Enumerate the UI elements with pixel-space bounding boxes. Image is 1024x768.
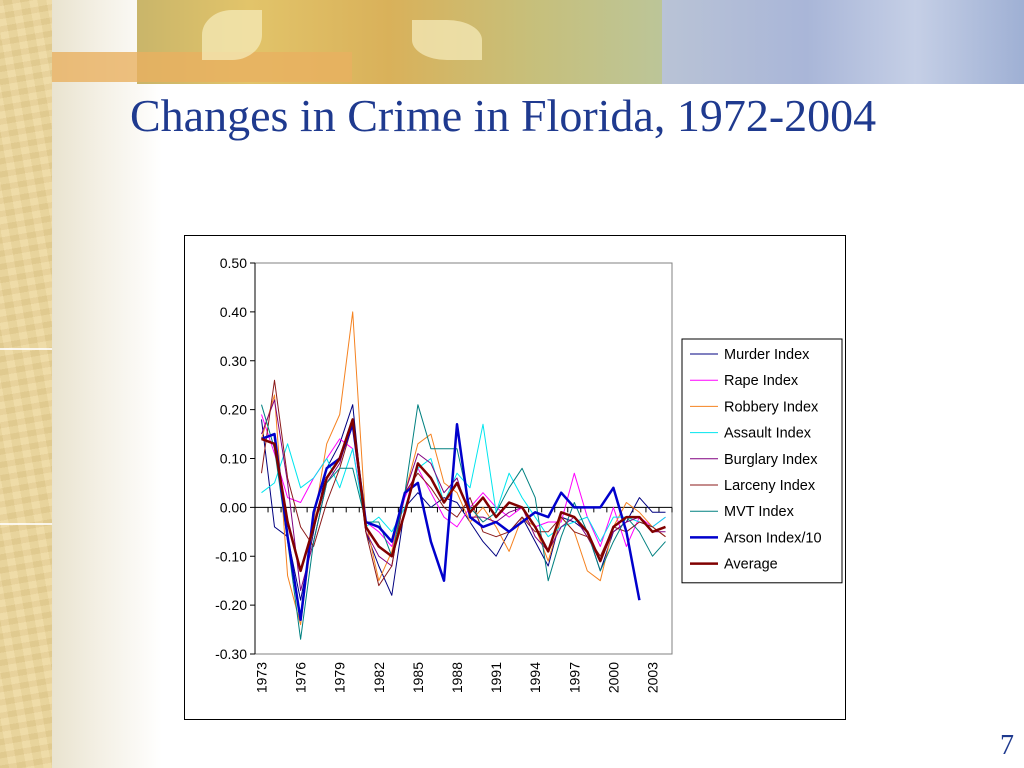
strip-divider (0, 348, 52, 350)
banner-leaf-shape (202, 10, 262, 60)
x-tick-label: 1976 (293, 662, 309, 693)
line-chart: 0.50 0.40 0.30 0.20 0.10 0.00 -0.10 -0.20 -0.30 1… (215, 255, 843, 693)
series-line (261, 423, 666, 543)
x-tick-label: 1991 (488, 662, 504, 693)
x-tick-label: 1997 (566, 662, 582, 693)
legend-label: Larceny Index (724, 478, 816, 494)
x-tick-label: 2000 (605, 662, 621, 693)
x-tick-label: 1985 (410, 662, 426, 693)
x-tick-label: 2003 (644, 662, 660, 693)
banner-blue-image (662, 0, 1024, 84)
y-tick-label: 0.40 (220, 304, 247, 320)
x-tick-label: 1979 (332, 662, 348, 693)
y-tick-label: 0.30 (220, 353, 247, 369)
page-number: 7 (1000, 730, 1014, 761)
banner-leaf-shape (412, 20, 482, 60)
decorative-banner (52, 0, 1024, 84)
legend-box (681, 338, 843, 584)
series-line (261, 404, 666, 640)
y-tick-label: 0.10 (220, 451, 247, 467)
x-tick-label: 1994 (527, 662, 543, 693)
left-shade (52, 0, 162, 768)
slide-title: Changes in Crime in Florida, 1972-2004 (130, 90, 877, 141)
series-line (261, 379, 666, 587)
legend-label: Robbery Index (724, 399, 819, 415)
legend-label: Rape Index (724, 373, 799, 389)
x-tick-label: 1988 (449, 662, 465, 693)
y-tick-label: 0.20 (220, 402, 247, 418)
left-texture-strip (0, 0, 52, 768)
x-tick-label: 1973 (254, 662, 270, 693)
y-tick-label: 0.00 (220, 499, 247, 515)
series-line (261, 414, 666, 547)
legend-label: Burglary Index (724, 452, 818, 468)
y-tick-label: -0.20 (215, 597, 247, 613)
legend-label: Assault Index (724, 426, 812, 442)
plot-area-border (254, 262, 673, 655)
legend-label: Murder Index (724, 347, 810, 363)
chart-frame: 0.50 0.40 0.30 0.20 0.10 0.00 -0.10 -0.20 -0.30 1… (184, 235, 846, 720)
x-tick-label: 1982 (371, 662, 387, 693)
legend-label: Average (724, 557, 778, 573)
y-tick-label: -0.10 (215, 548, 247, 564)
y-tick-label: 0.50 (220, 255, 247, 271)
series-line (261, 423, 641, 622)
strip-divider (0, 523, 52, 525)
series-line (261, 418, 666, 573)
y-tick-label: -0.30 (215, 646, 247, 662)
legend-label: MVT Index (724, 504, 795, 520)
legend-label: Arson Index/10 (724, 530, 822, 546)
